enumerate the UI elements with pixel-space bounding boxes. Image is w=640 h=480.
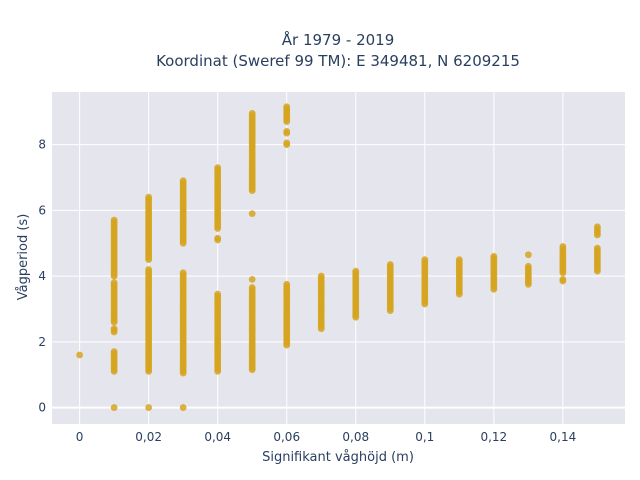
chart-title-line1: År 1979 - 2019 [282, 30, 395, 49]
data-point [110, 279, 118, 287]
x-tick-label: 0,12 [480, 430, 507, 444]
x-tick-label: 0,04 [204, 430, 231, 444]
data-point [76, 351, 84, 359]
data-point [110, 216, 118, 224]
x-tick-label: 0,02 [135, 430, 162, 444]
chart-title-line2: Koordinat (Sweref 99 TM): E 349481, N 62… [156, 52, 520, 70]
x-tick-label: 0,14 [550, 430, 577, 444]
x-tick-label: 0,08 [342, 430, 369, 444]
plot-area [52, 92, 625, 424]
x-axis-title: Signifikant våghöjd (m) [262, 450, 414, 465]
data-point [248, 210, 256, 218]
data-point [214, 290, 222, 298]
data-point [110, 348, 118, 356]
data-point [490, 252, 498, 260]
data-point [110, 404, 118, 411]
x-tick-label: 0 [76, 430, 84, 444]
x-tick-label: 0,1 [415, 430, 434, 444]
y-tick-label: 0 [38, 401, 46, 415]
data-point [145, 266, 153, 273]
data-point [283, 128, 291, 135]
y-tick-label: 8 [38, 138, 46, 152]
data-point [248, 284, 256, 291]
y-axis-title: Vågperiod (s) [16, 214, 31, 301]
data-point [214, 164, 222, 172]
data-point [559, 243, 567, 250]
data-point [593, 223, 601, 231]
data-point [283, 280, 291, 288]
data-point [214, 234, 222, 242]
data-points [76, 103, 601, 411]
data-point [110, 325, 118, 333]
data-point [524, 251, 532, 259]
y-tick-label: 4 [38, 269, 46, 283]
data-point [421, 256, 429, 264]
data-point [352, 267, 360, 275]
y-tick-label: 2 [38, 335, 46, 349]
data-point [455, 256, 463, 264]
data-point [593, 244, 601, 252]
data-point [248, 275, 256, 283]
x-tick-label: 0,06 [273, 430, 300, 444]
y-tick-labels: 0 2 4 6 8 [38, 138, 46, 415]
y-tick-label: 6 [38, 203, 46, 217]
data-point [145, 404, 153, 411]
data-point [179, 177, 187, 185]
data-point [248, 109, 256, 117]
data-point [386, 261, 394, 268]
data-point [283, 103, 291, 111]
x-tick-labels: 0 0,02 0,04 0,06 0,08 0,1 0,12 0,14 [76, 430, 576, 444]
data-point [179, 404, 187, 411]
data-point [145, 193, 153, 201]
data-point [179, 269, 187, 277]
data-point [317, 272, 325, 280]
data-point [524, 262, 532, 270]
data-point [283, 139, 291, 147]
data-point [559, 275, 567, 283]
